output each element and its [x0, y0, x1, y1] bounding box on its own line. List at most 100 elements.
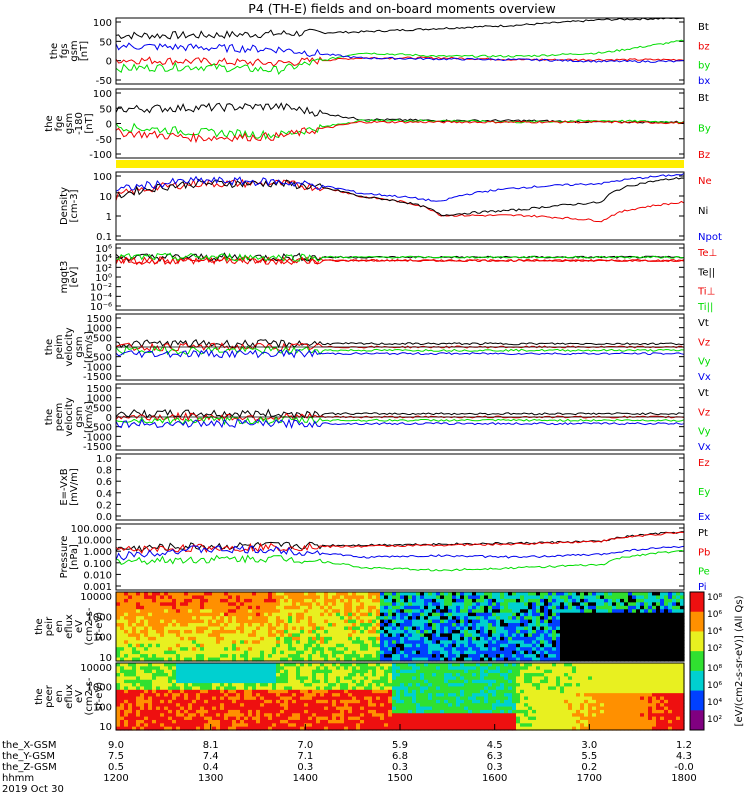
- heatmap-cell: [668, 647, 673, 651]
- heatmap-cell: [172, 599, 177, 603]
- heatmap-cell: [220, 644, 225, 648]
- heatmap-cell: [188, 654, 193, 658]
- heatmap-cell: [152, 647, 157, 651]
- heatmap-cell: [244, 651, 249, 655]
- heatmap-cell: [436, 620, 441, 624]
- heatmap-cell: [636, 595, 641, 599]
- heatmap-cell: [176, 616, 181, 620]
- heatmap-cell: [596, 654, 601, 658]
- heatmap-cell: [552, 606, 557, 610]
- heatmap-cell: [320, 595, 325, 599]
- heatmap-cell: [608, 620, 613, 624]
- ylabel-fgs: thefgsgsm[nT]: [49, 40, 90, 61]
- heatmap-cell: [288, 616, 293, 620]
- heatmap-cell: [612, 644, 617, 648]
- heatmap-cell: [452, 620, 457, 624]
- heatmap-cell: [240, 599, 245, 603]
- heatmap-cell: [180, 640, 185, 644]
- heatmap-cell: [392, 637, 397, 641]
- ytick-label: 0.1: [96, 232, 112, 243]
- heatmap-cell: [272, 637, 277, 641]
- series-fge-Bt: [116, 103, 684, 123]
- heatmap-cell: [420, 595, 425, 599]
- heatmap-cell: [508, 627, 513, 631]
- heatmap-cell: [144, 654, 149, 658]
- heatmap-cell: [672, 633, 677, 637]
- heatmap-cell: [236, 595, 241, 599]
- heatmap-cell: [392, 592, 397, 596]
- heatmap-cell: [192, 620, 197, 624]
- heatmap-cell: [444, 647, 449, 651]
- heatmap-cell: [184, 640, 189, 644]
- heatmap-cell: [272, 647, 277, 651]
- heatmap-cell: [208, 637, 213, 641]
- heatmap-cell: [456, 620, 461, 624]
- heatmap-cell: [608, 637, 613, 641]
- heatmap-cell: [640, 609, 645, 613]
- heatmap-cell: [600, 616, 605, 620]
- heatmap-cell: [560, 606, 565, 610]
- heatmap-cell: [152, 592, 157, 596]
- heatmap-cell: [244, 602, 249, 606]
- heatmap-cell: [664, 620, 669, 624]
- ytick-label: 0.0: [96, 512, 112, 523]
- heatmap-cell: [592, 613, 597, 617]
- heatmap-cell: [560, 620, 565, 624]
- heatmap-cell: [212, 609, 217, 613]
- heatmap-cell: [372, 633, 377, 637]
- heatmap-cell: [324, 606, 329, 610]
- heatmap-cell: [492, 630, 497, 634]
- heatmap-cell: [364, 627, 369, 631]
- heatmap-cell: [496, 606, 501, 610]
- heatmap-cell: [484, 637, 489, 641]
- heatmap-cell: [600, 599, 605, 603]
- heatmap-cell: [612, 592, 617, 596]
- heatmap-cell: [152, 637, 157, 641]
- heatmap-cell: [132, 633, 137, 637]
- heatmap-cell: [472, 613, 477, 617]
- heatmap-cell: [444, 595, 449, 599]
- heatmap-cell: [116, 613, 121, 617]
- heatmap-cell: [156, 602, 161, 606]
- heatmap-cell: [184, 620, 189, 624]
- heatmap-cell: [288, 647, 293, 651]
- heatmap-cell: [252, 651, 257, 655]
- heatmap-cell: [440, 630, 445, 634]
- heatmap-cell: [272, 592, 277, 596]
- heatmap-cell: [596, 637, 601, 641]
- heatmap-cell: [556, 620, 561, 624]
- heatmap-cell: [252, 654, 257, 658]
- heatmap-cell: [236, 637, 241, 641]
- heatmap-cell: [172, 606, 177, 610]
- heatmap-cell: [268, 599, 273, 603]
- heatmap-cell: [596, 630, 601, 634]
- heatmap-cell: [136, 613, 141, 617]
- heatmap-cell: [436, 627, 441, 631]
- heatmap-cell: [228, 609, 233, 613]
- heatmap-cell: [544, 609, 549, 613]
- heatmap-cell: [584, 595, 589, 599]
- heatmap-cell: [132, 595, 137, 599]
- heatmap-cell: [212, 644, 217, 648]
- heatmap-cell: [204, 613, 209, 617]
- heatmap-cell: [536, 637, 541, 641]
- heatmap-cell: [292, 602, 297, 606]
- heatmap-cell: [272, 613, 277, 617]
- heatmap-cell: [276, 651, 281, 655]
- heatmap-cell: [604, 620, 609, 624]
- heatmap-cell: [540, 599, 545, 603]
- heatmap-cell: [656, 630, 661, 634]
- heatmap-cell: [304, 637, 309, 641]
- heatmap-cell: [348, 654, 353, 658]
- heatmap-cell: [520, 630, 525, 634]
- heatmap-cell: [364, 595, 369, 599]
- heatmap-cell: [272, 620, 277, 624]
- heatmap-cell: [480, 609, 485, 613]
- heatmap-cell: [552, 644, 557, 648]
- heatmap-cell: [480, 602, 485, 606]
- heatmap-cell: [276, 637, 281, 641]
- heatmap-cell: [120, 620, 125, 624]
- heatmap-cell: [620, 630, 625, 634]
- heatmap-cell: [480, 644, 485, 648]
